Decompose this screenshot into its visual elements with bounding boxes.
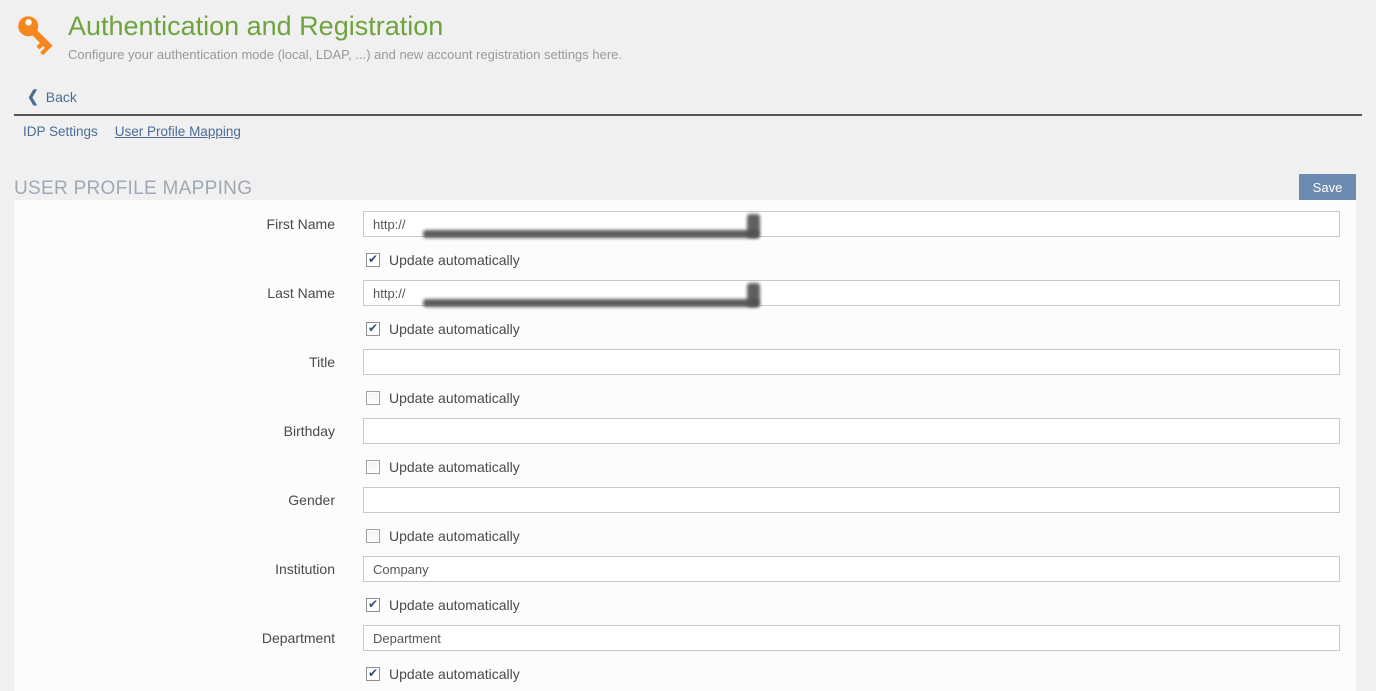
input-wrap: [363, 556, 1340, 582]
back-label: Back: [45, 88, 77, 105]
field-input[interactable]: [363, 211, 1340, 237]
key-icon: [12, 10, 60, 58]
field-label: Institution: [275, 561, 335, 577]
section-title: USER PROFILE MAPPING: [14, 178, 253, 199]
tabs: IDP Settings User Profile Mapping: [23, 124, 1376, 142]
field-input[interactable]: [363, 349, 1340, 375]
update-automatically-label: Update automatically: [389, 321, 520, 337]
update-automatically-checkbox[interactable]: [366, 460, 380, 474]
update-automatically-checkbox[interactable]: [366, 391, 380, 405]
field-input[interactable]: [363, 280, 1340, 306]
field-input[interactable]: [363, 487, 1340, 513]
input-wrap: [363, 487, 1340, 513]
back-button[interactable]: ❮ Back: [27, 87, 77, 105]
update-automatically-label: Update automatically: [389, 528, 520, 544]
field-label: Department: [261, 630, 335, 646]
field-label: Gender: [288, 492, 335, 508]
input-wrap: [363, 211, 1340, 238]
tab-idp-settings[interactable]: IDP Settings: [23, 124, 98, 139]
user-profile-mapping-form: First Name Update automatically Last Nam…: [14, 200, 1356, 691]
field-input[interactable]: [363, 625, 1340, 651]
form-field-group: Gender Update automatically: [14, 487, 1340, 544]
update-automatically-label: Update automatically: [389, 390, 520, 406]
header-text: Authentication and Registration Configur…: [68, 8, 622, 62]
form-field-group: Birthday Update automatically: [14, 418, 1340, 475]
update-automatically-checkbox[interactable]: [366, 597, 380, 612]
page-title: Authentication and Registration: [68, 11, 444, 41]
update-automatically-checkbox[interactable]: [366, 252, 380, 267]
back-chevron-icon: ❮: [27, 87, 39, 105]
field-label: Last Name: [267, 285, 335, 301]
form-field-group: Last Name Update automatically: [14, 280, 1340, 337]
input-wrap: [363, 349, 1340, 375]
update-automatically-label: Update automatically: [389, 597, 520, 613]
field-label: Title: [309, 354, 335, 370]
update-automatically-label: Update automatically: [389, 666, 520, 682]
field-input[interactable]: [363, 418, 1340, 444]
field-label: First Name: [266, 216, 335, 232]
app-header: Authentication and Registration Configur…: [0, 0, 1376, 62]
back-row: ❮ Back: [27, 87, 1376, 106]
save-button[interactable]: Save: [1299, 174, 1356, 200]
update-automatically-checkbox[interactable]: [366, 321, 380, 336]
form-field-group: Title Update automatically: [14, 349, 1340, 406]
form-field-group: Department Update automatically: [14, 625, 1340, 682]
page-subtitle: Configure your authentication mode (loca…: [68, 47, 623, 62]
update-automatically-label: Update automatically: [389, 252, 520, 268]
field-input[interactable]: [363, 556, 1340, 582]
update-automatically-checkbox[interactable]: [366, 666, 380, 681]
form-field-group: First Name Update automatically: [14, 211, 1340, 268]
section-header: USER PROFILE MAPPING Save: [14, 173, 1356, 200]
form-field-group: Institution Update automatically: [14, 556, 1340, 613]
input-wrap: [363, 280, 1340, 307]
input-wrap: [363, 418, 1340, 444]
update-automatically-checkbox[interactable]: [366, 529, 380, 543]
input-wrap: [363, 625, 1340, 651]
field-label: Birthday: [283, 423, 335, 439]
update-automatically-label: Update automatically: [389, 459, 520, 475]
header-divider: [14, 114, 1362, 116]
tab-user-profile-mapping[interactable]: User Profile Mapping: [114, 124, 241, 139]
